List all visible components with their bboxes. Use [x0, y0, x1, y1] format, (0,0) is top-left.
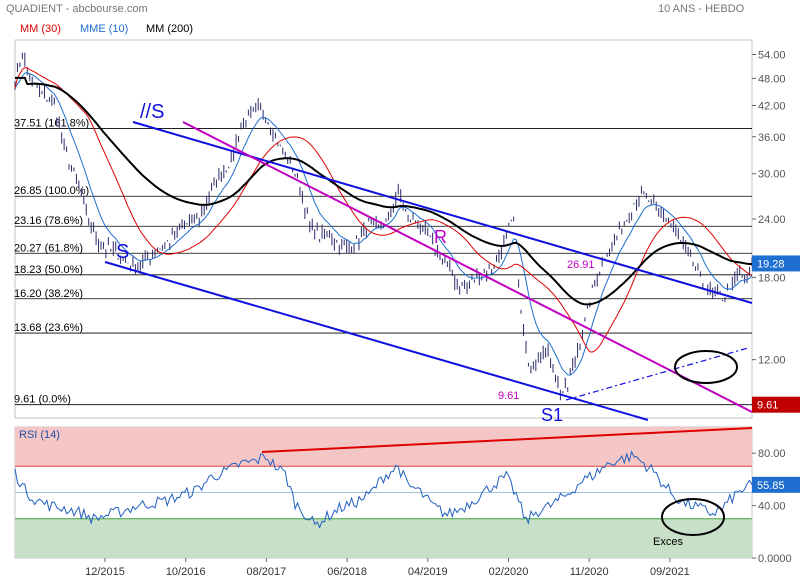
label-high: 26.91 [567, 259, 595, 271]
price-y-tick-label: 30.00 [758, 169, 786, 181]
label-r: R [434, 227, 447, 247]
rsi-trend-line [261, 427, 753, 453]
price-y-tick-label: 48.00 [758, 73, 786, 85]
last-price-label: 19.28 [757, 258, 785, 270]
legend-mm200: MM (200) [146, 23, 194, 35]
low-price-label: 9.61 [757, 400, 778, 412]
rsi-line [14, 450, 753, 529]
fibonacci-label: 9.61 (0.0%) [14, 394, 71, 406]
legend-mm30: MM (30) [20, 23, 61, 35]
price-y-tick-label: 42.00 [758, 100, 786, 112]
price-plot-area [14, 39, 753, 419]
x-tick-label: 06/2018 [327, 566, 367, 578]
rsi-oversold-zone [15, 518, 752, 558]
legend-mme10: MME (10) [80, 23, 129, 35]
fibonacci-label: 37.51 (161.8%) [14, 117, 89, 129]
exces-circle [661, 498, 725, 536]
chart-title: QUADIENT - abcbourse.com [6, 3, 148, 15]
price-y-tick-label: 36.00 [758, 132, 786, 144]
fibonacci-label: 13.68 (23.6%) [14, 322, 83, 334]
rsi-y-tick-label: 80.00 [758, 448, 786, 460]
x-tick-label: 09/2021 [650, 566, 690, 578]
price-y-tick-label: 24.00 [758, 214, 786, 226]
x-tick-label: 12/2015 [85, 566, 125, 578]
low-price-box [752, 396, 800, 413]
x-tick-label: 08/2017 [247, 566, 287, 578]
price-y-tick-label: 12.00 [758, 355, 786, 367]
x-tick-label: 04/2019 [408, 566, 448, 578]
x-tick-label: 02/2020 [489, 566, 529, 578]
price-y-tick-label: 18.00 [758, 272, 786, 284]
price-panel: 54.00 48.00 42.00 36.00 30.00 24.00 18.00 12.00… [14, 39, 800, 425]
x-tick-label: 11/2020 [570, 566, 609, 578]
last-price-box [752, 255, 800, 272]
support-line-s1 [565, 347, 749, 401]
label-s: S [116, 241, 129, 263]
label-parallel-s: //S [140, 101, 164, 123]
x-tick-label: 10/2016 [166, 566, 206, 578]
rsi-last-label: 55.85 [757, 480, 785, 492]
rsi-panel: RSI (14) 80.00 40.00 0.0000 Exces 55.85 12/201… [14, 426, 800, 578]
mm200-line [15, 76, 752, 306]
support-line-s [104, 261, 649, 421]
fibonacci-label: 23.16 (78.6%) [14, 215, 83, 227]
fibonacci-label: 20.27 (61.8%) [14, 242, 83, 254]
parallel-resistance-line [132, 121, 753, 304]
resistance-line-r [182, 121, 753, 413]
fibonacci-label: 18.23 (50.0%) [14, 264, 83, 276]
rsi-y-tick-label: 40.00 [758, 501, 786, 513]
rsi-title: RSI (14) [19, 429, 60, 441]
chart-period: 10 ANS - HEBDO [658, 3, 745, 15]
rsi-y-tick-label: 0.0000 [758, 553, 792, 565]
support-circle [674, 350, 738, 384]
rsi-last-box [752, 476, 800, 493]
label-exces: Exces [653, 536, 683, 548]
mm30-line [14, 67, 753, 353]
fibonacci-label: 26.85 (100.0%) [14, 185, 89, 197]
label-low: 9.61 [498, 390, 519, 402]
label-s1: S1 [541, 405, 563, 425]
mme10-line [14, 71, 753, 376]
price-y-tick-label: 54.00 [758, 49, 786, 61]
fibonacci-label: 16.20 (38.2%) [14, 288, 83, 300]
